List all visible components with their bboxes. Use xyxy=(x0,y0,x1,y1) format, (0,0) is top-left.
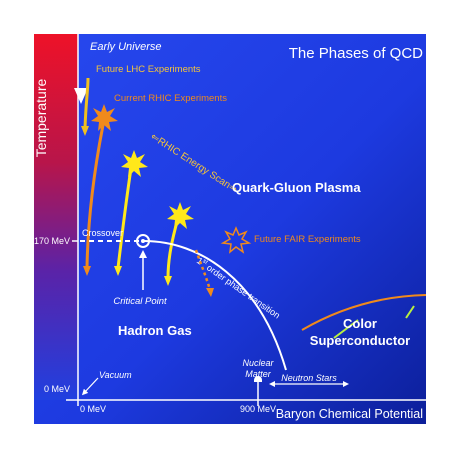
rhic-star xyxy=(91,104,118,131)
orange-phase-boundary xyxy=(301,294,427,331)
scan-trajectory-2-arrowhead xyxy=(164,276,172,286)
color-superconductor-label-1: Color xyxy=(343,316,377,331)
critical-point-inner xyxy=(141,239,145,243)
fair-star xyxy=(220,226,252,254)
first-order-label-pre: 1 xyxy=(195,255,205,266)
critical-point-label: Critical Point xyxy=(113,296,167,307)
x-tick-label-0: 0 MeV xyxy=(80,404,106,414)
nuclear-matter-label-1: Nuclear xyxy=(242,358,274,368)
rhic-trajectory xyxy=(85,119,106,269)
critical-point-outer xyxy=(136,234,150,248)
hadron-gas-label: Hadron Gas xyxy=(118,323,192,338)
scan-star-1 xyxy=(121,150,148,177)
lhc-arrowhead xyxy=(81,126,89,136)
y-tick-label-170: ~170 MeV xyxy=(29,236,70,246)
future-lhc-label: Future LHC Experiments xyxy=(96,64,201,75)
green-line-1 xyxy=(333,319,359,339)
rhic-arrowhead xyxy=(83,266,91,276)
y-axis-label: Temperature xyxy=(33,78,49,157)
diagram-background xyxy=(34,34,426,424)
first-order-transition-line xyxy=(143,240,287,371)
x-axis-label: Baryon Chemical Potential xyxy=(276,407,423,421)
vacuum-arrow xyxy=(81,377,99,396)
fair-trajectory xyxy=(194,249,212,291)
scan-star-2 xyxy=(167,202,194,229)
green-line-2 xyxy=(405,305,415,319)
neutron-stars-label: Neutron Stars xyxy=(281,373,337,383)
temperature-bar xyxy=(34,34,78,400)
crossover-label: Crossover xyxy=(82,228,123,238)
nuclear-matter-marker xyxy=(254,376,262,382)
x-tick-label-900: 900 MeV xyxy=(240,404,276,414)
fair-trajectory-arrowhead xyxy=(206,288,214,297)
early-universe-arrowhead xyxy=(74,88,88,104)
lhc-trajectory xyxy=(83,77,90,129)
early-universe-label: Early Universe xyxy=(90,41,162,53)
current-rhic-label: Current RHIC Experiments xyxy=(114,93,227,104)
first-order-label-sup: st xyxy=(201,258,209,266)
vacuum-label: Vacuum xyxy=(99,370,132,380)
qgp-label: Quark-Gluon Plasma xyxy=(232,180,361,195)
scan-trajectory-1-arrowhead xyxy=(114,266,122,276)
y-tick-label-0: 0 MeV xyxy=(44,384,70,394)
diagram-title: The Phases of QCD xyxy=(289,45,423,62)
future-fair-label: Future FAIR Experiments xyxy=(254,234,361,245)
critical-point-arrowhead xyxy=(139,250,147,258)
color-superconductor-label-2: Superconductor xyxy=(310,333,410,348)
nuclear-matter-label-2: Matter xyxy=(245,369,272,379)
